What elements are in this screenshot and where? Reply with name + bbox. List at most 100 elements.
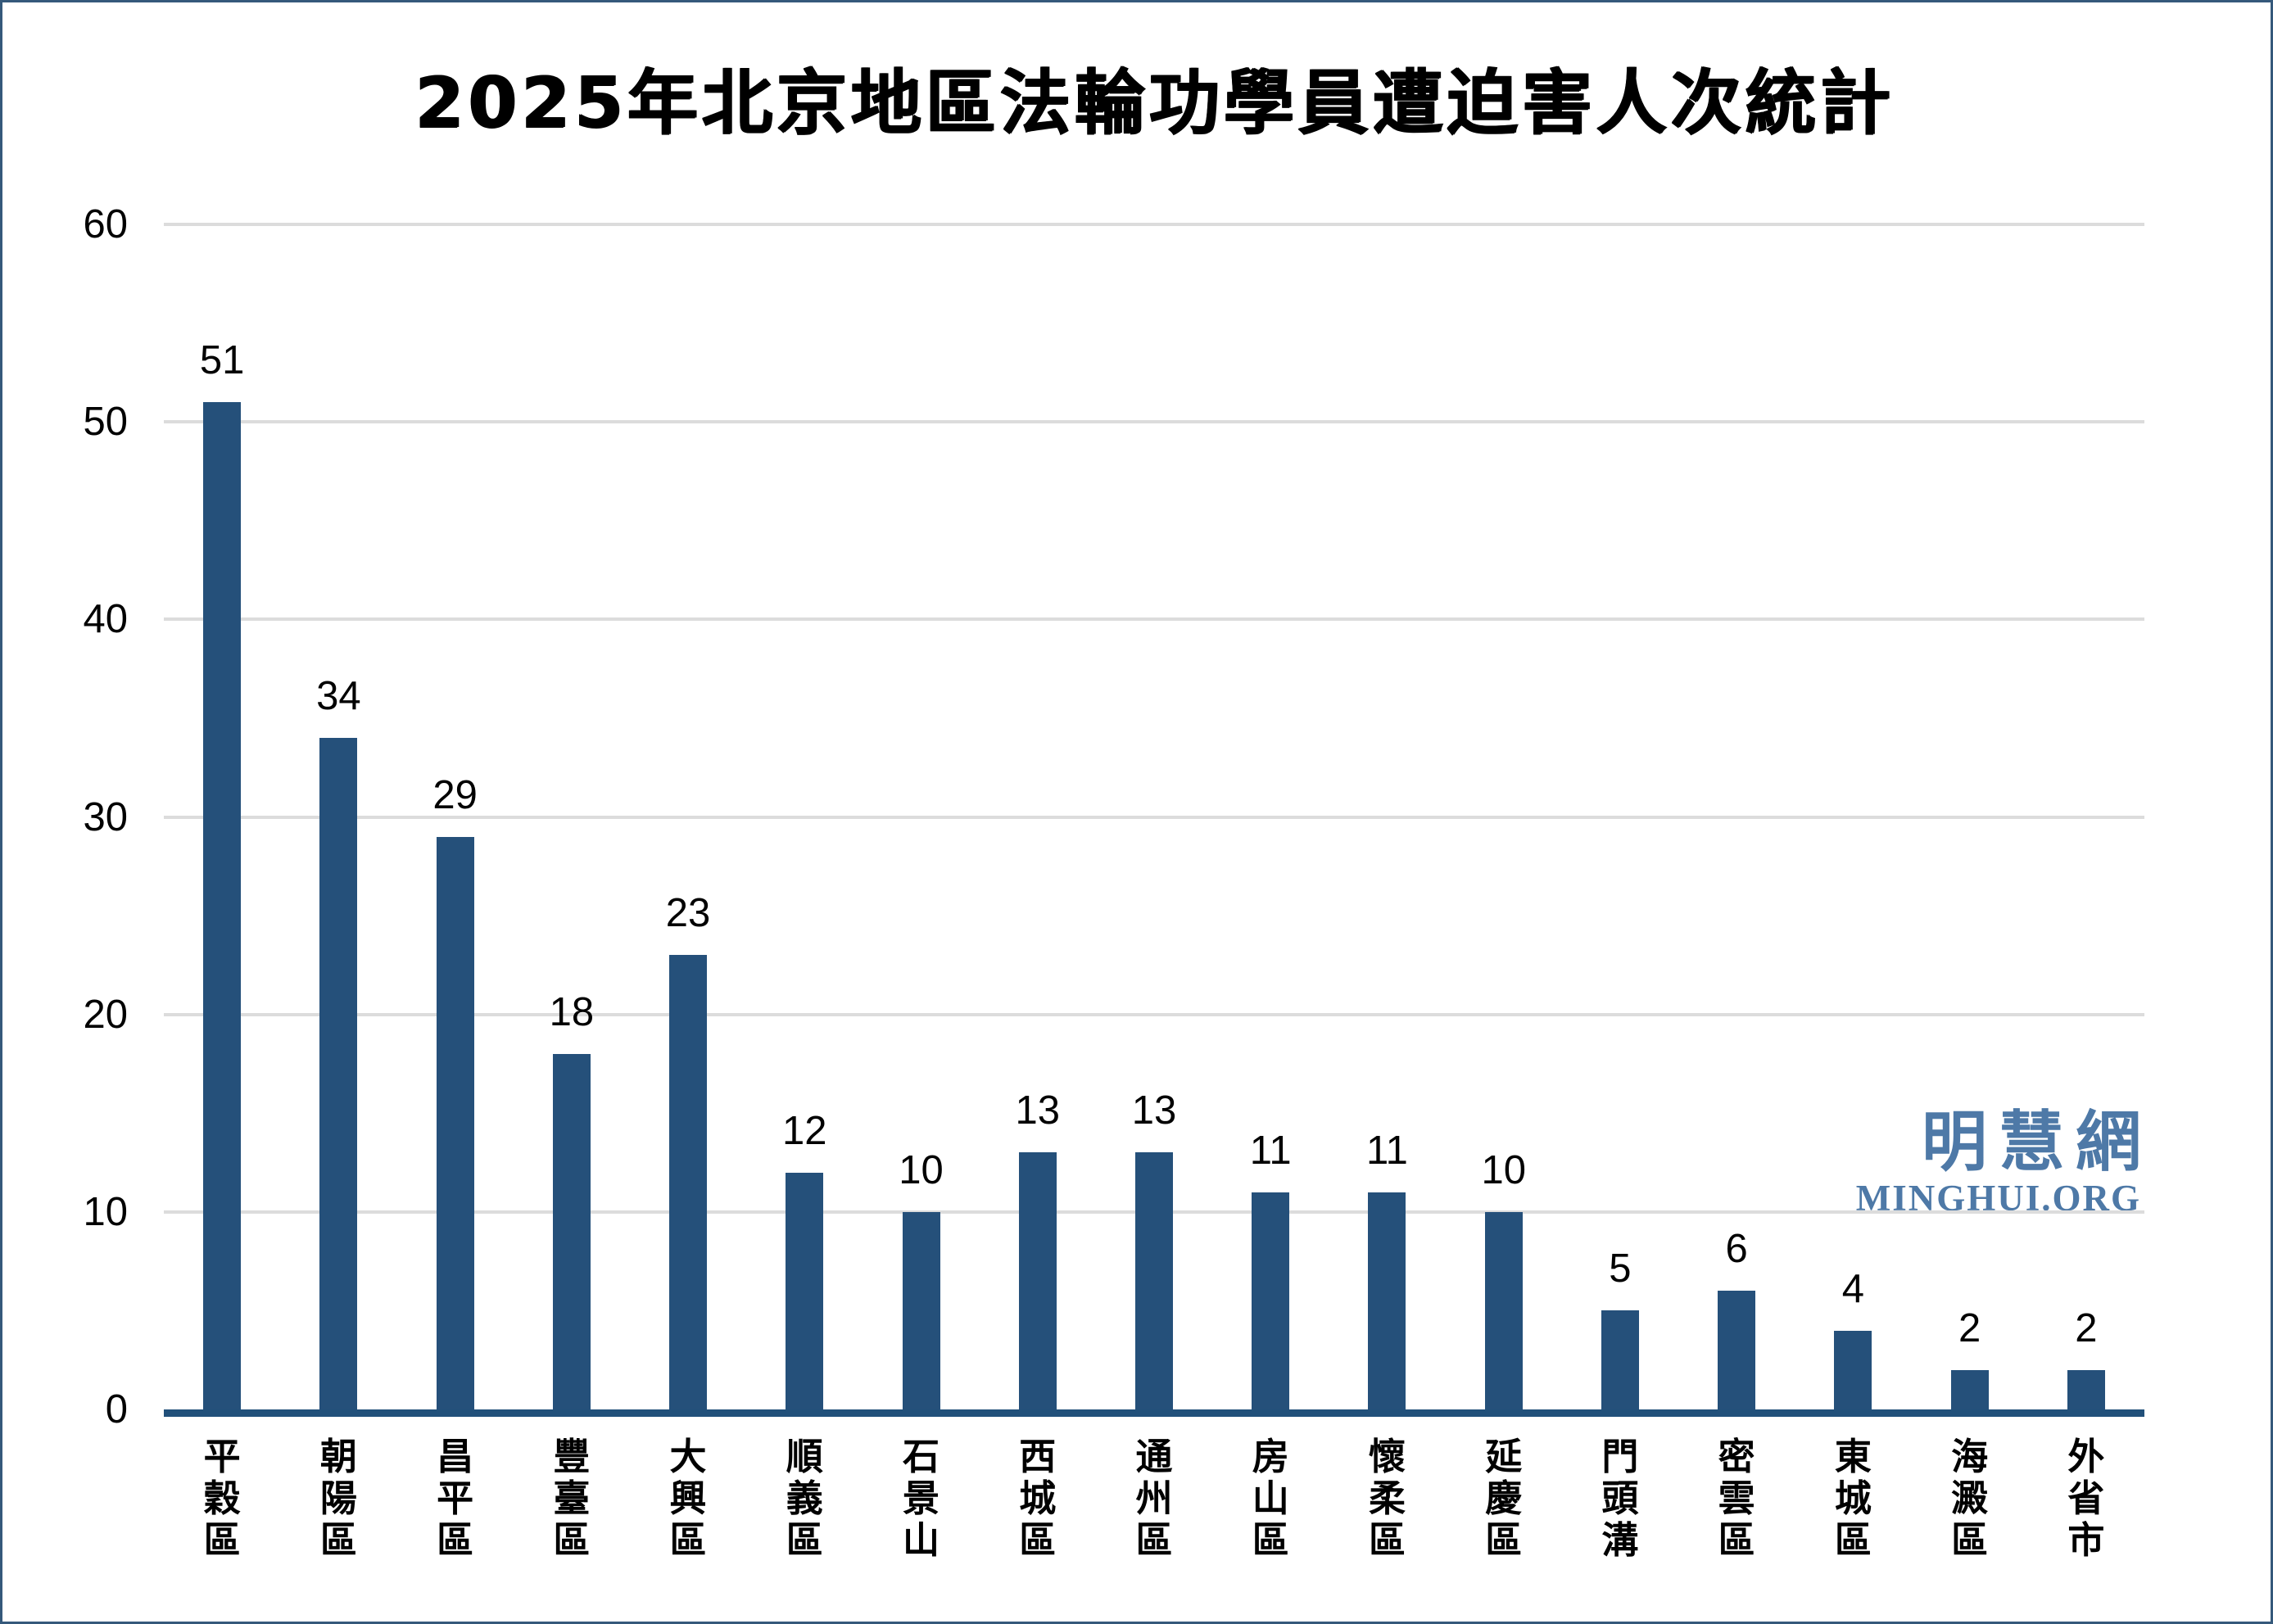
x-axis-label-海澱區: 海澱區 (1912, 1436, 2028, 1561)
y-axis-tick-label: 10 (83, 1189, 128, 1234)
bar-value-label: 11 (1366, 1128, 1408, 1173)
bar-通州區 (1135, 1152, 1173, 1409)
bar-朝陽區 (319, 738, 358, 1409)
x-axis-label-延慶區: 延慶區 (1446, 1436, 1562, 1561)
bar-順義區 (786, 1172, 824, 1409)
x-axis-label-char: 市 (2067, 1518, 2105, 1562)
x-axis-label-西城區: 西城區 (980, 1436, 1096, 1561)
x-axis-label-char: 陽 (319, 1477, 357, 1520)
bar-房山區 (1252, 1192, 1290, 1409)
x-axis-label-char: 頭 (1601, 1477, 1639, 1520)
x-axis-label-char: 省 (2067, 1477, 2105, 1520)
gridline-y30 (164, 815, 2144, 819)
x-axis-label-char: 城 (1834, 1477, 1872, 1520)
y-axis-tick-label: 40 (83, 597, 128, 642)
bar-value-label: 18 (549, 989, 595, 1034)
bar-東城區 (1834, 1330, 1872, 1409)
chart-title: 2025年北京地區法輪功學員遭迫害人次統計 (414, 62, 1895, 144)
x-axis-label-密雲區: 密雲區 (1678, 1436, 1795, 1561)
gridline-y40 (164, 617, 2144, 622)
x-axis-label-char: 臺 (553, 1477, 591, 1520)
x-axis-line (164, 1409, 2144, 1417)
bar-平穀區 (203, 402, 242, 1409)
x-axis-label-char: 房 (1252, 1435, 1289, 1478)
x-axis-label-char: 區 (1135, 1518, 1173, 1562)
x-axis-label-char: 州 (1135, 1477, 1173, 1520)
x-axis-label-char: 平 (437, 1477, 474, 1520)
bar-昌平區 (436, 836, 474, 1409)
x-axis-label-char: 山 (1252, 1477, 1289, 1520)
bar-value-label: 5 (1609, 1246, 1632, 1292)
bar-門頭溝 (1601, 1310, 1639, 1409)
x-axis-label-char: 景 (903, 1477, 940, 1520)
gridline-y50 (164, 420, 2144, 424)
x-axis-label-char: 區 (1951, 1518, 1989, 1562)
bar-value-label: 6 (1725, 1227, 1748, 1272)
x-axis-label-char: 穀 (203, 1477, 241, 1520)
minghui-watermark: 明慧網 MINGHUI.ORG (1856, 1108, 2141, 1219)
x-axis-label-豐臺區: 豐臺區 (514, 1436, 630, 1561)
x-axis-label-通州區: 通州區 (1096, 1436, 1212, 1561)
bar-value-label: 13 (1015, 1088, 1061, 1133)
bar-value-label: 29 (432, 772, 478, 817)
bar-外省市 (2067, 1369, 2105, 1409)
bar-value-label: 4 (1841, 1266, 1865, 1311)
x-axis-label-char: 區 (1485, 1518, 1523, 1562)
bar-西城區 (1018, 1152, 1057, 1409)
x-axis-label-char: 外 (2067, 1435, 2105, 1478)
x-axis-label-char: 區 (203, 1518, 241, 1562)
bar-密雲區 (1718, 1291, 1756, 1409)
bar-value-label: 2 (1958, 1305, 1981, 1350)
x-axis-label-char: 延 (1485, 1435, 1523, 1478)
x-axis-label-朝陽區: 朝陽區 (280, 1436, 396, 1561)
x-axis-label-char: 西 (1019, 1435, 1057, 1478)
x-axis-label-char: 區 (1019, 1518, 1057, 1562)
x-axis-label-char: 區 (1368, 1518, 1406, 1562)
bar-value-label: 11 (1249, 1128, 1292, 1173)
bar-value-label: 23 (665, 891, 711, 936)
x-axis-label-char: 通 (1135, 1435, 1173, 1478)
x-axis-label-char: 門 (1601, 1435, 1639, 1478)
bar-大興區 (669, 955, 708, 1409)
x-axis-label-char: 海 (1951, 1435, 1989, 1478)
bar-value-label: 51 (199, 338, 245, 383)
x-axis-label-char: 區 (669, 1518, 707, 1562)
gridline-y60 (164, 223, 2144, 226)
x-axis-label-char: 興 (669, 1477, 707, 1520)
x-axis-label-char: 石 (903, 1435, 940, 1478)
bar-value-label: 13 (1131, 1088, 1177, 1133)
x-axis-label-char: 澱 (1951, 1477, 1989, 1520)
x-axis-label-char: 區 (786, 1518, 823, 1562)
x-axis-label-char: 區 (1718, 1518, 1755, 1562)
x-axis-label-東城區: 東城區 (1795, 1436, 1911, 1561)
x-axis-label-char: 雲 (1718, 1477, 1755, 1520)
bar-value-label: 34 (316, 674, 361, 719)
x-axis-label-char: 義 (786, 1477, 823, 1520)
x-axis-label-外省市: 外省市 (2028, 1436, 2144, 1561)
y-axis-tick-label: 20 (83, 992, 128, 1037)
x-axis-label-char: 平 (203, 1435, 241, 1478)
x-axis-label-char: 順 (786, 1435, 823, 1478)
x-axis-label-char: 區 (319, 1518, 357, 1562)
bar-海澱區 (1950, 1369, 1989, 1409)
x-axis-label-char: 區 (1834, 1518, 1872, 1562)
bar-石景山 (902, 1211, 940, 1409)
x-axis-label-char: 豐 (553, 1435, 591, 1478)
gridline-y20 (164, 1012, 2144, 1016)
x-axis-label-石景山: 石景山 (863, 1436, 979, 1561)
x-axis-label-char: 懷 (1368, 1435, 1406, 1478)
x-axis-label-char: 區 (553, 1518, 591, 1562)
x-axis-label-懷柔區: 懷柔區 (1329, 1436, 1445, 1561)
bar-豐臺區 (552, 1053, 591, 1409)
x-axis-label-順義區: 順義區 (746, 1436, 863, 1561)
bar-value-label: 10 (1481, 1147, 1526, 1192)
x-axis-label-門頭溝: 門頭溝 (1562, 1436, 1678, 1561)
x-axis-label-char: 山 (903, 1518, 940, 1562)
bar-懷柔區 (1368, 1192, 1406, 1409)
x-axis-label-大興區: 大興區 (630, 1436, 746, 1561)
x-axis-label-char: 柔 (1368, 1477, 1406, 1520)
y-axis-tick-label: 50 (83, 400, 128, 445)
bar-value-label: 10 (899, 1147, 944, 1192)
x-axis-label-char: 溝 (1601, 1518, 1639, 1562)
